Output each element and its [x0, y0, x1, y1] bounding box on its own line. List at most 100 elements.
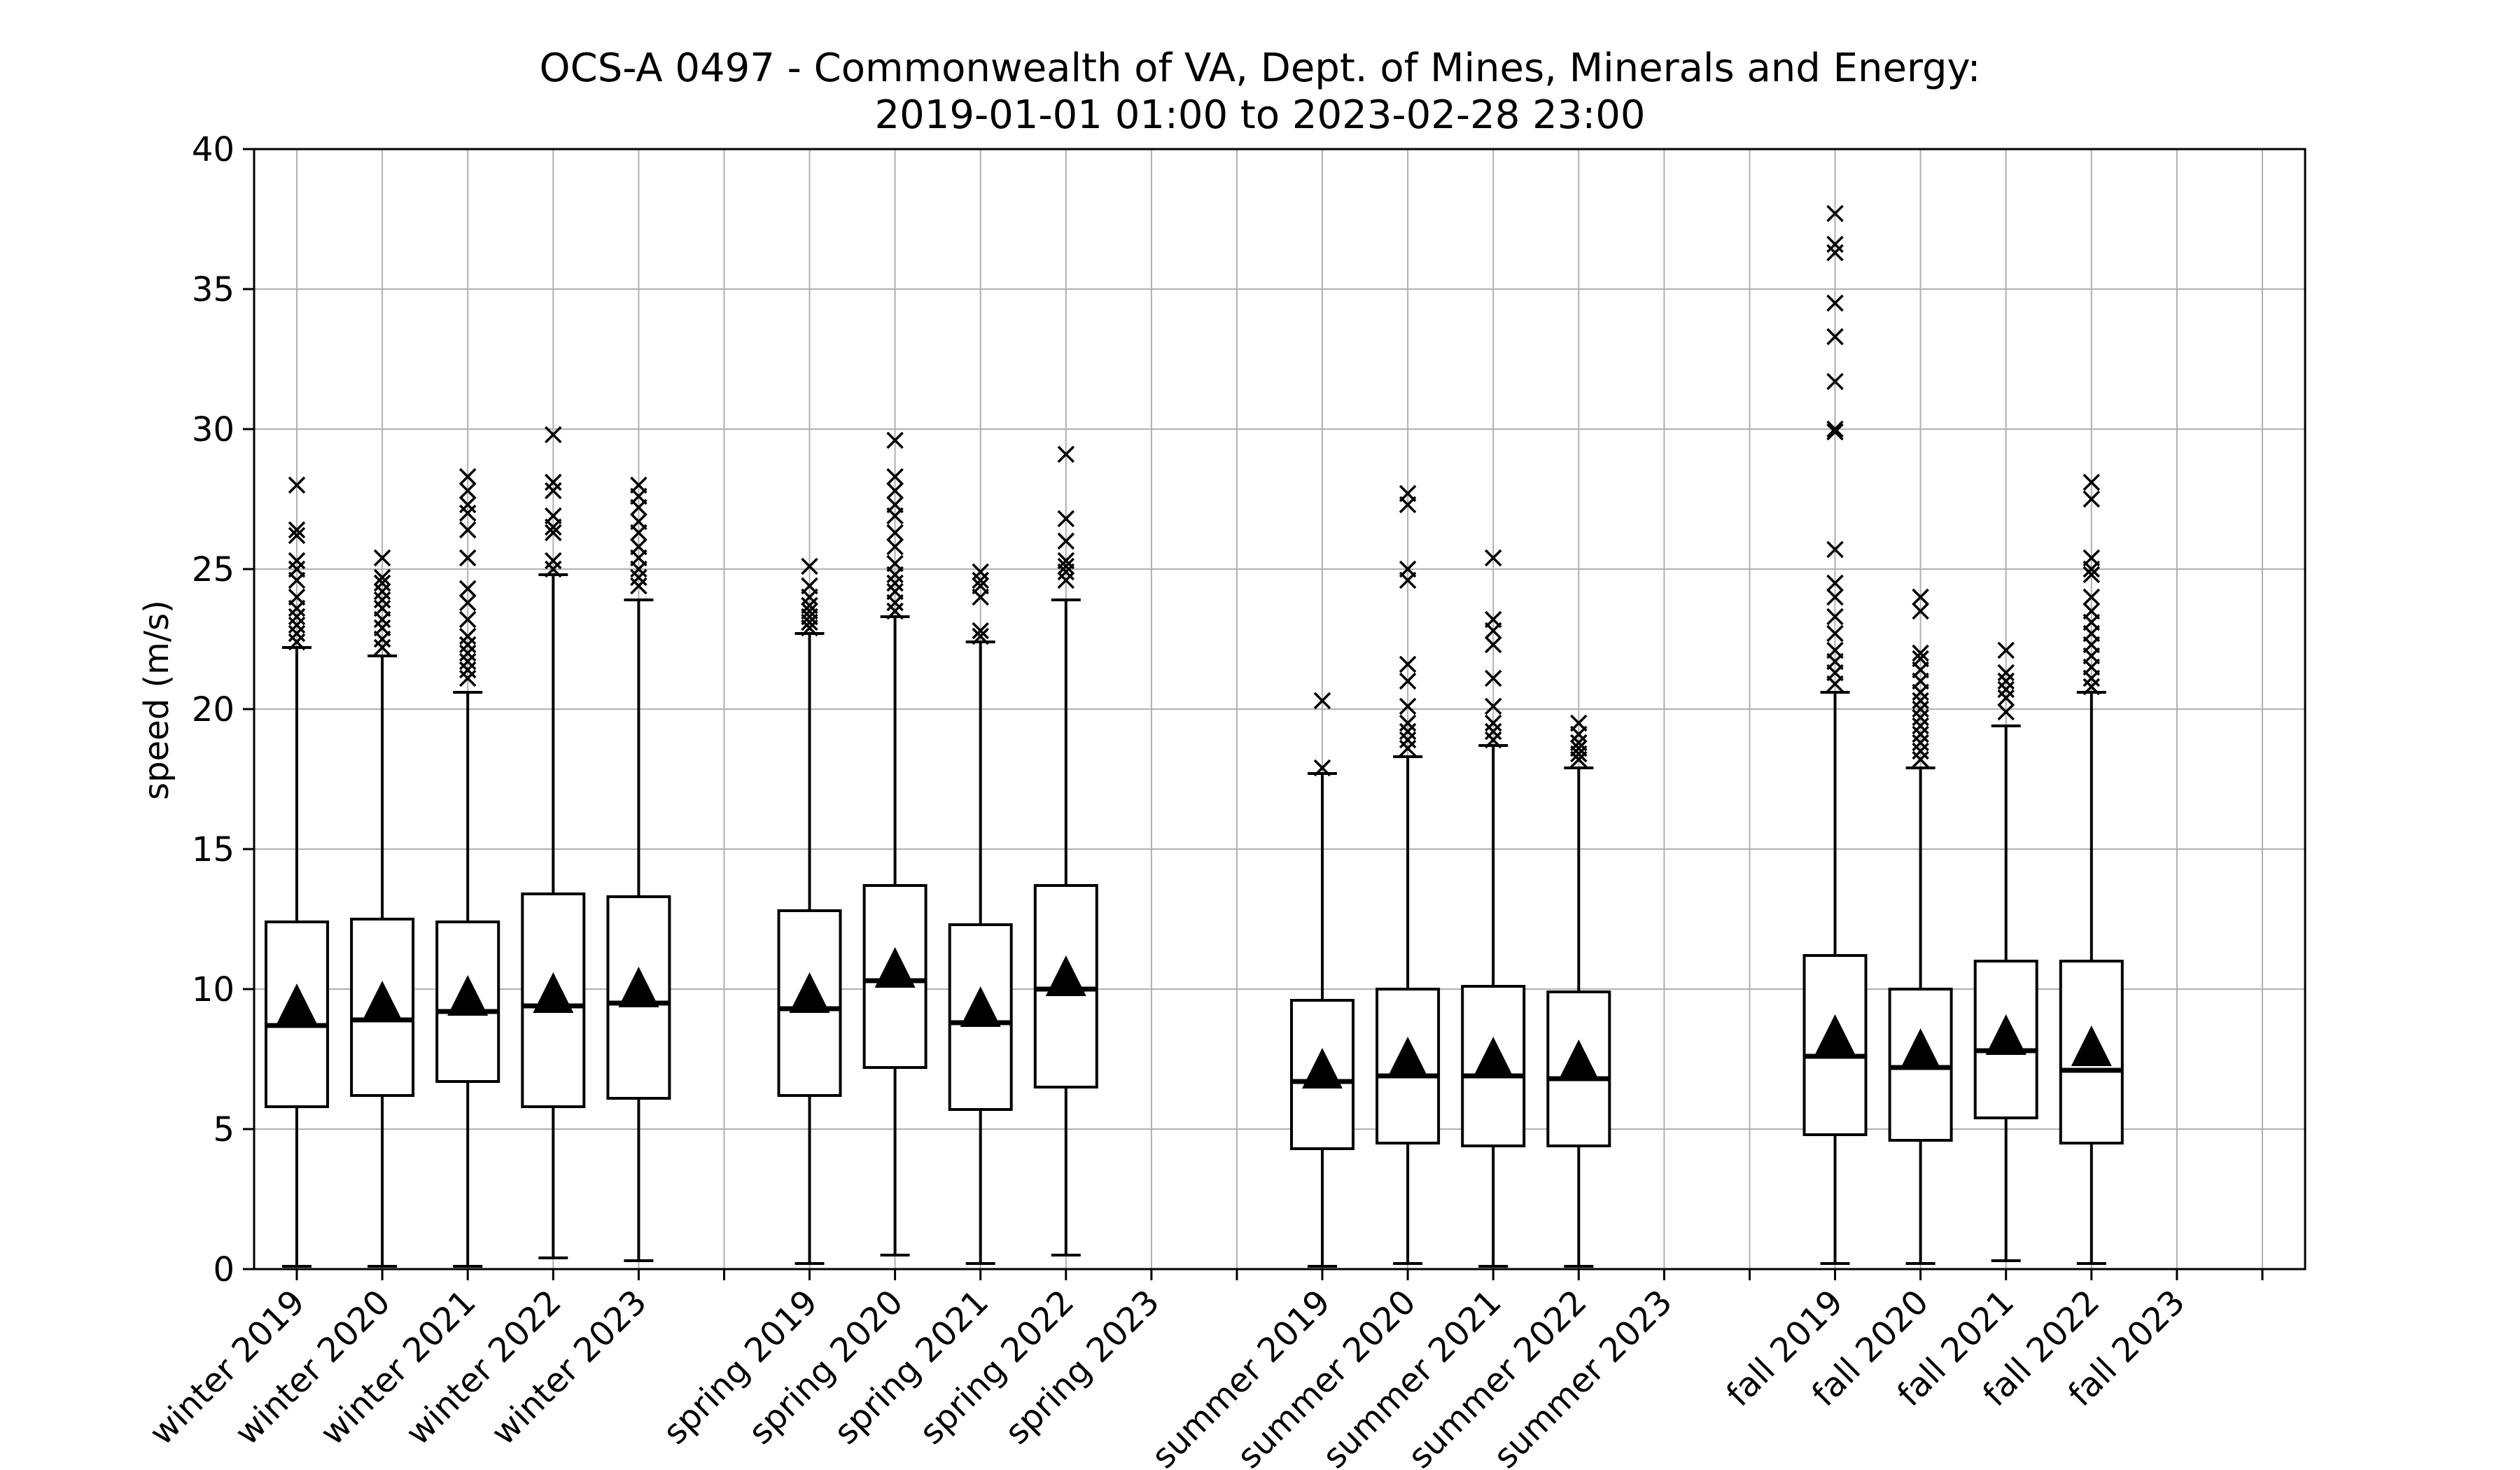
y-tick-label: 15	[192, 830, 234, 869]
mean-marker	[789, 972, 830, 1013]
mean-marker	[874, 947, 916, 988]
outlier-marker	[288, 521, 306, 539]
outlier-marker	[886, 524, 904, 542]
outlier-marker	[1997, 680, 2015, 699]
outlier-marker	[288, 633, 306, 651]
y-tick-label: 20	[192, 690, 234, 729]
outlier-marker	[1399, 560, 1417, 578]
outlier-marker	[458, 496, 477, 514]
outlier-marker	[1399, 672, 1417, 690]
outlier-marker	[801, 602, 818, 620]
outlier-marker	[2082, 490, 2101, 508]
outlier-marker	[1912, 644, 1929, 662]
outlier-marker	[288, 476, 306, 494]
outlier-marker	[972, 563, 989, 581]
mean-marker	[447, 975, 489, 1016]
outlier-marker	[972, 622, 989, 640]
outlier-marker	[373, 619, 391, 637]
outlier-marker	[886, 468, 904, 486]
outlier-marker	[373, 568, 391, 587]
outlier-marker	[801, 557, 818, 575]
outlier-marker	[886, 602, 904, 620]
outlier-marker	[1484, 610, 1502, 629]
outlier-marker	[1826, 624, 1844, 643]
y-tick-label: 10	[192, 970, 234, 1009]
outlier-marker	[1912, 734, 1929, 752]
outlier-marker	[2082, 549, 2101, 567]
outlier-marker	[458, 652, 477, 671]
outlier-marker	[1570, 714, 1588, 732]
outlier-marker	[1826, 608, 1844, 626]
outlier-marker	[1399, 655, 1417, 673]
outlier-marker	[1912, 717, 1929, 735]
mean-marker	[1558, 1040, 1600, 1080]
outlier-marker	[2082, 566, 2101, 584]
mean-marker	[1045, 955, 1086, 996]
outlier-marker	[630, 577, 648, 595]
outlier-marker	[1057, 510, 1075, 528]
outlier-marker	[1826, 372, 1844, 391]
outlier-marker	[2082, 602, 2101, 620]
mean-marker	[1900, 1028, 1941, 1069]
outlier-marker	[1057, 557, 1075, 575]
outlier-marker	[1826, 540, 1844, 559]
mean-marker	[618, 967, 659, 1007]
outlier-marker	[1912, 588, 1929, 606]
outlier-marker	[1912, 650, 1929, 668]
mean-marker	[1302, 1048, 1343, 1088]
y-tick-label: 40	[192, 130, 234, 169]
outlier-marker	[1484, 549, 1502, 567]
outlier-marker	[1313, 692, 1331, 710]
outlier-marker	[886, 554, 904, 573]
outlier-marker	[1826, 204, 1844, 223]
outlier-marker	[886, 574, 904, 592]
y-tick-label: 0	[213, 1250, 234, 1289]
outlier-marker	[458, 580, 477, 598]
outlier-marker	[288, 608, 306, 626]
box-group	[606, 476, 671, 1262]
outlier-marker	[458, 644, 477, 662]
box-group	[1973, 641, 2038, 1262]
mean-marker	[2071, 1026, 2112, 1066]
box-group	[1033, 445, 1098, 1256]
outlier-marker	[458, 661, 477, 679]
outlier-marker	[458, 549, 477, 567]
outlier-marker	[1826, 328, 1844, 346]
outlier-marker	[1399, 731, 1417, 749]
box-group	[521, 426, 586, 1259]
outlier-marker	[2082, 473, 2101, 491]
outlier-marker	[1057, 445, 1075, 463]
mean-marker	[1985, 1014, 2026, 1055]
outlier-marker	[1912, 692, 1929, 710]
outlier-marker	[886, 582, 904, 601]
outlier-marker	[1997, 641, 2015, 659]
outlier-marker	[630, 568, 648, 587]
outlier-marker	[2082, 678, 2101, 696]
outlier-marker	[373, 591, 391, 609]
outlier-marker	[1484, 697, 1502, 715]
outlier-marker	[801, 577, 818, 595]
outlier-marker	[458, 610, 477, 629]
mean-marker	[533, 972, 574, 1013]
outlier-marker	[1399, 722, 1417, 741]
y-tick-label: 5	[213, 1110, 234, 1149]
iqr-box	[265, 920, 329, 1108]
outlier-marker	[1570, 739, 1588, 757]
box-group	[2059, 473, 2124, 1265]
iqr-box	[1376, 988, 1441, 1144]
outlier-marker	[1399, 697, 1417, 715]
iqr-box	[777, 909, 842, 1097]
outlier-marker	[1997, 689, 2015, 707]
box-layer	[265, 204, 2124, 1268]
outlier-marker	[458, 627, 477, 645]
outlier-marker	[373, 574, 391, 592]
outlier-marker	[1484, 714, 1502, 732]
outlier-marker	[288, 560, 306, 578]
outlier-marker	[630, 512, 648, 531]
box-group	[350, 549, 415, 1268]
box-group	[265, 476, 329, 1268]
outlier-marker	[288, 552, 306, 570]
outlier-marker	[1912, 725, 1929, 743]
outlier-marker	[1826, 574, 1844, 592]
